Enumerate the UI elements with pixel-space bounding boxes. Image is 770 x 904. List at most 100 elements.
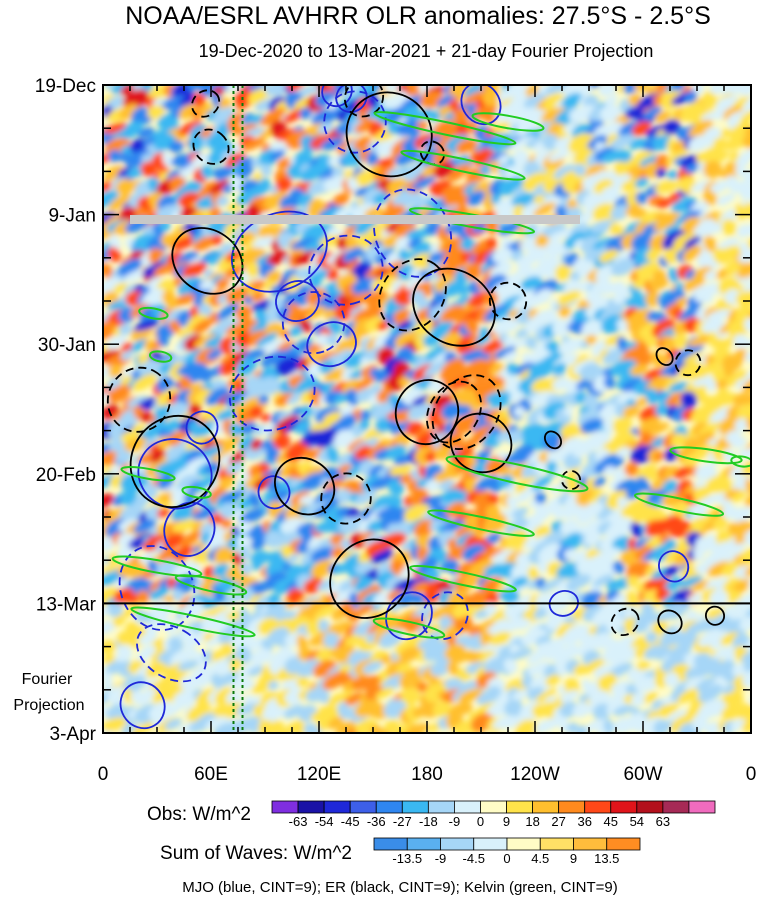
colorbar-label: 9 [503,814,510,829]
mjo-contour [185,410,219,445]
colorbar-swatch [297,800,325,814]
colorbar-label: -27 [393,814,412,829]
reference-lines [232,85,244,733]
er-contour [412,267,496,347]
x-axis-labels: 0 60E 120E 180 120W 60W 0 [98,764,757,785]
colorbar-swatch [532,800,560,814]
er-contour [329,538,410,619]
x-tick-label: 60E [194,764,228,785]
colorbar-swatch [573,837,608,851]
kelvin-contour [174,574,248,596]
colorbar-label: -9 [449,814,461,829]
colorbar-swatch [454,800,481,814]
er-contour [610,607,640,637]
colorbar-label: 0 [503,851,510,866]
olr-anomaly-field [103,85,751,733]
colorbar-label: -54 [315,814,334,829]
colorbar-swatch [373,837,408,851]
colorbar-swatch [636,800,664,814]
mjo-contour [306,321,357,368]
er-contour [560,469,582,490]
colorbar-label: 36 [577,814,591,829]
colorbar-label: 45 [604,814,618,829]
colorbar-swatch [506,837,541,851]
colorbar-label: 18 [525,814,539,829]
kelvin-contour [148,350,173,363]
er-contour [657,609,683,635]
mjo-contour [321,85,353,108]
er-contour [171,227,244,295]
mjo-contour [281,291,346,355]
colorbar-swatch [323,800,351,814]
projection-label-line-1: Fourier [22,671,73,688]
mjo-contour [373,188,453,278]
waves-colorbar-title: Sum of Waves: W/m^2 [160,843,352,864]
colorbar-swatch [558,800,586,814]
kelvin-contour [427,509,535,537]
colorbar-swatch [406,837,441,851]
colorbar-swatch [473,837,508,851]
colorbar-label: -36 [367,814,386,829]
mjo-contour [335,85,368,113]
mjo-contour [658,550,690,583]
y-tick-label: 13-Mar [36,594,97,615]
mjo-contour [163,501,216,557]
x-tick-label: 180 [411,764,443,785]
missing-data-bar [130,215,580,224]
kelvin-contour [471,112,545,132]
kelvin-contour [372,617,446,639]
colorbar-swatch [610,800,638,814]
colorbar-label: -4.5 [463,851,485,866]
y-tick-label: 30-Jan [38,335,96,356]
colorbar-label: 54 [630,814,644,829]
waves-colorbar: -13.5 -9 -4.5 0 4.5 9 13.5 [373,837,641,866]
y-tick-label: 9-Jan [48,206,96,227]
y-tick-label: 19-Dec [35,76,96,97]
colorbar-swatch [606,837,641,851]
footer-legend: MJO (blue, CINT=9); ER (black, CINT=9); … [182,879,618,896]
kelvin-contour [409,564,517,593]
x-tick-label: 0 [746,764,757,785]
er-contour [704,605,726,626]
mjo-contour [228,355,316,432]
kelvin-contour [130,606,256,638]
colorbar-label: -13.5 [392,851,422,866]
wave-contours [106,85,751,730]
er-contour [431,374,502,450]
er-contour [106,366,172,433]
colorbar-label: -45 [341,814,360,829]
er-contour [129,414,221,509]
colorbar-swatch [539,837,574,851]
axis-ticks [102,84,752,734]
kelvin-contour [633,492,725,517]
colorbar-label: 27 [551,814,565,829]
colorbar-swatch [427,800,455,814]
colorbar-swatch [271,800,299,814]
colorbar-label: -63 [289,814,308,829]
mjo-contour [136,623,207,683]
er-contour [419,140,446,166]
mjo-contour [323,90,387,154]
kelvin-contour [120,466,176,482]
x-tick-label: 120W [510,764,560,785]
colorbar-label: 0 [477,814,484,829]
kelvin-contour [138,306,169,320]
er-contour [488,281,528,321]
kelvin-contour [669,446,743,465]
colorbar-swatch [480,800,507,814]
er-contour [345,91,433,178]
er-contour [378,258,447,332]
er-contour [191,89,221,118]
colorbar-swatch [688,800,716,814]
kelvin-contour [445,455,589,493]
obs-colorbar: -63 -54 -45 -36 -27 -18 -9 0 9 18 27 36 45 54 63 [271,800,716,829]
colorbar-label: 63 [656,814,670,829]
colorbar-swatch [375,800,403,814]
colorbar-label: 13.5 [594,851,619,866]
y-tick-label: 3-Apr [50,724,97,745]
er-contour [192,128,230,165]
chart-subtitle: 19-Dec-2020 to 13-Mar-2021 + 21-day Four… [199,41,654,61]
colorbar-swatch [401,800,429,814]
mjo-contour [548,590,579,617]
er-contour [655,347,674,366]
